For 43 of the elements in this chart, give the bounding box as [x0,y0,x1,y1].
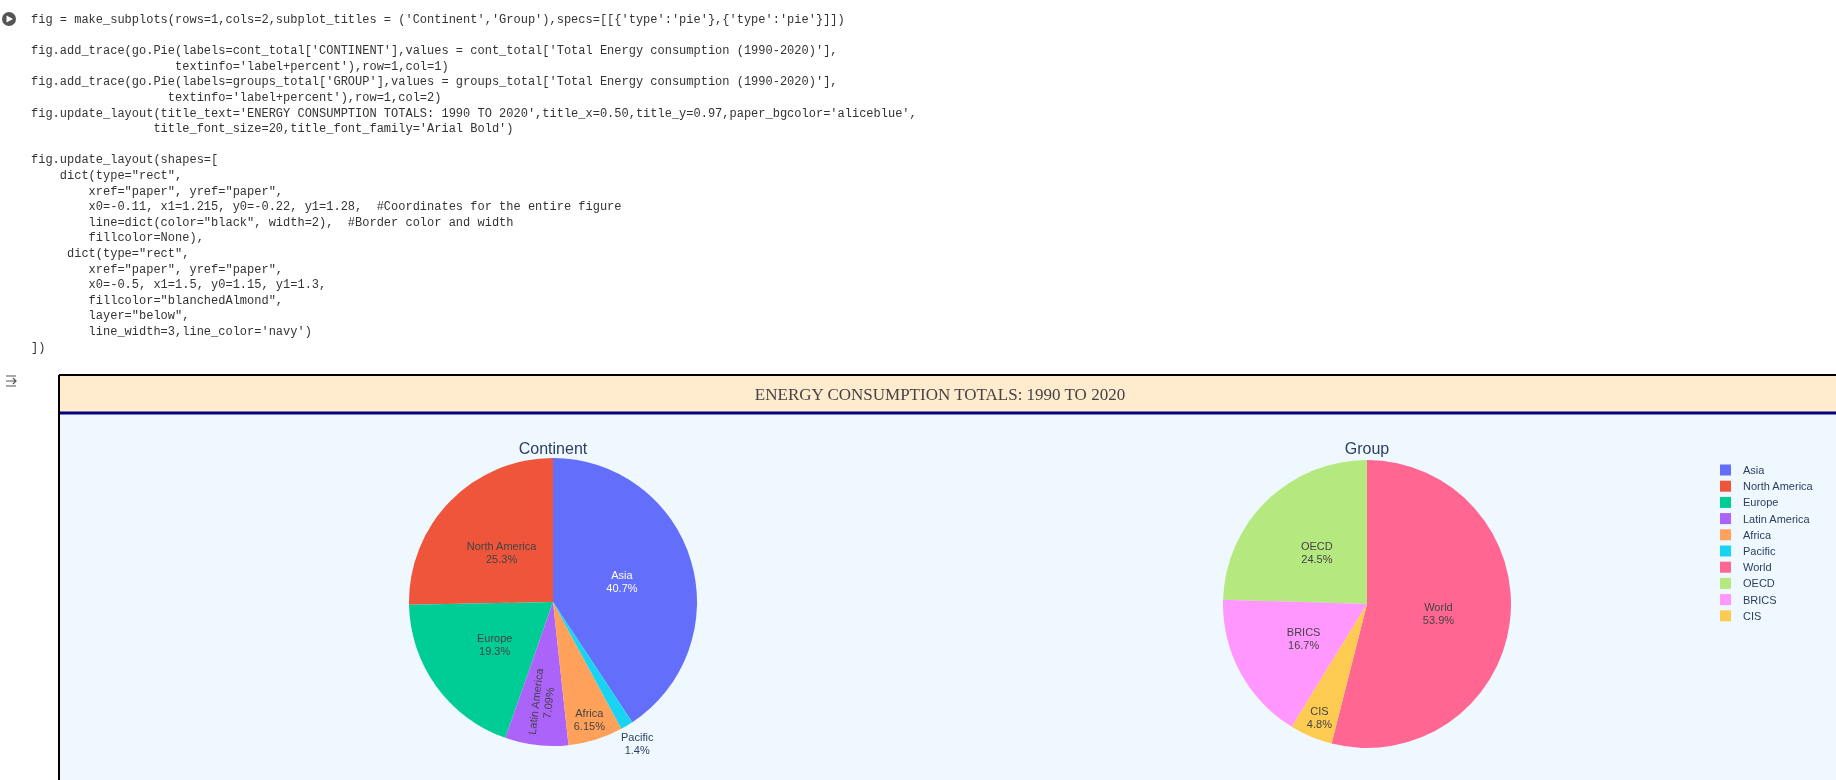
slice-label: Europe [476,632,513,645]
slice-label: Pacific [621,730,654,743]
legend-label: Pacific [1743,545,1776,557]
text: fig.update_layout(shapes=[ dict(type="rect", xref="paper", yref="paper", x0=-0.11, x1=1.215, y0=-0.22, y1=1.28, #Coordinates for the entire figure line=dict(color="black", width=2), #Border color and width fillcolor=None), dict(type="rect", xref="paper", yref="paper", x0=-0.5, x1=1.5, y0=1.15, y1=1.3, fillcolor="blanchedAlmond", layer="below", line_width=3,line_color='navy') ]) [31,153,622,355]
pie-slice [553,602,633,729]
legend-label: Latin America [1743,512,1811,525]
data-label: 4.8% [1306,717,1333,730]
pie-slice [1331,460,1511,748]
data-label: 24.5% [1301,553,1333,566]
data-label: 40.7% [606,582,638,595]
pie-slice [553,602,622,746]
slice-label: Asia [611,569,634,582]
slice-label: OECD [1300,540,1333,553]
pie-slice [1223,599,1367,727]
legend-label: North America [1743,480,1814,493]
slice-label: Africa [575,706,605,719]
chart-title: ENERGY CONSUMPTION TOTALS: 1990 TO 2020 [754,385,1126,404]
slice-label: CIS [1310,704,1329,717]
legend-label: Asia [1743,464,1766,476]
data-label: 1.4% [624,743,650,756]
data-label: 19.3% [479,645,511,658]
pie-slice [1223,460,1367,604]
slice-label: World [1424,600,1453,613]
legend-label: Africa [1743,528,1772,541]
legend-label: OECD [1743,577,1775,590]
legend-label: CIS [1743,609,1762,622]
slice-label: BRICS [1286,626,1321,639]
data-label: 7.09% [540,686,557,720]
text: fig = make_subplots(rows=1,cols=2,subplot_titles = ('Continent','Group'),specs=[[{'type':'pie'},{'type':'pie'}]]) [31,13,845,27]
pie-slice [409,458,553,605]
data-label: 25.3% [485,552,518,565]
pie-slice [409,602,553,738]
chart-subtitle: Continent [518,440,588,457]
text: fig.add_trace(go.Pie(labels=cont_total['CONTINENT'],values = cont_total['Total Energy consumption (1990-2020)'], textinfo='label+percent'),row=1,col=1) fig.add_trace(go.Pie(labels=groups_total['GROUP'],values = groups_total['Total Energy consumption (1990-2020)'], textinfo='label+percent'),row=1,col=2) fig.update_layout(title_text='ENERGY CONSUMPTION TOTALS: 1990 TO 2020',title_x=0.50,title_y=0.97,paper_bgcolor='aliceblue', title_font_size=20,title_font_family='Arial Bold') [31,44,917,137]
pie-slice [553,458,697,723]
data-label: 16.7% [1288,639,1320,652]
data-label: 6.15% [573,719,606,732]
legend-label: BRICS [1743,593,1777,606]
slice-label: North America [466,539,538,552]
chart-title: Group [1344,440,1390,457]
legend-label: Europe [1743,496,1779,509]
legend-label: World [1743,561,1772,574]
data-label: 53.9% [1422,613,1455,626]
